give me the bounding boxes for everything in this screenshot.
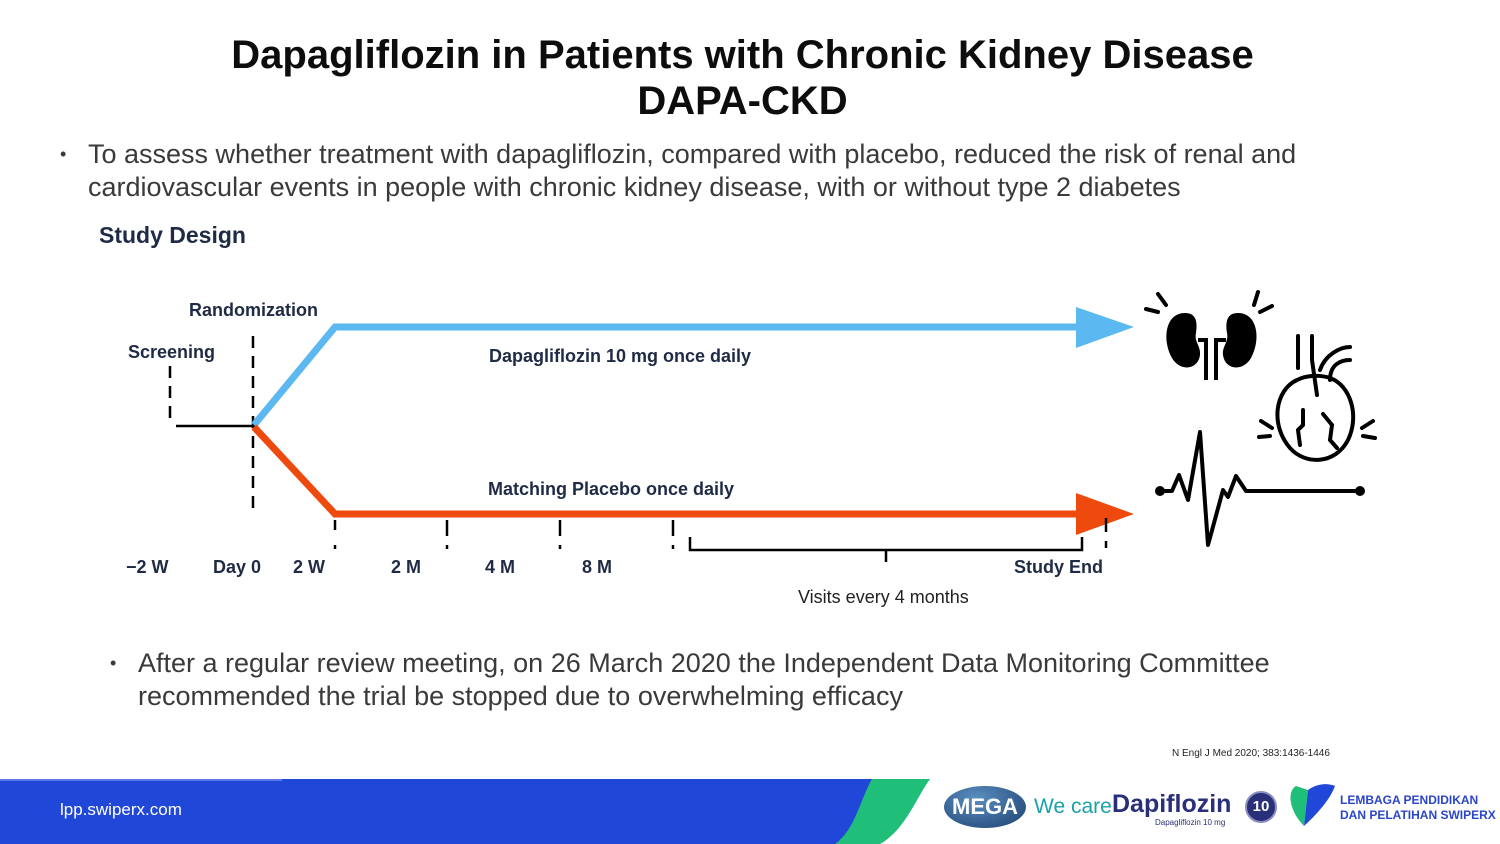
placebo-arrowhead [1076,493,1134,535]
timepoint-2m: 2 M [391,557,421,577]
title-line-2: DAPA-CKD [637,79,848,123]
dapiflozin-logo: Dapiflozin [1112,790,1232,818]
treatment-arm-label: Dapagliflozin 10 mg once daily [489,346,751,366]
we-care-text: We care [1034,795,1112,818]
footer-blue-shape [0,779,872,844]
kidney-icon [1144,290,1274,380]
bullet-icon: • [60,144,67,164]
screening-label: Screening [128,342,215,362]
mega-logo: MEGA [944,786,1026,828]
placebo-arm-line [251,424,1080,518]
footer-url-link[interactable]: lpp.swiperx.com [60,800,182,819]
slide-title: Dapagliflozin in Patients with Chronic K… [0,32,1485,124]
timepoint-2w: 2 W [293,557,325,577]
conclusion-bullet: • After a regular review meeting, on 26 M… [110,647,1438,713]
treatment-arrowhead [1076,307,1134,348]
timepoint-4m: 4 M [485,557,515,577]
study-design-heading: Study Design [99,222,246,248]
timepoint-minus-2w: −2 W [126,557,169,577]
timepoint-8m: 8 M [582,557,612,577]
footer-accent [0,779,282,781]
lpp-line-1: LEMBAGA PENDIDIKAN [1340,793,1479,807]
timepoint-study-end: Study End [1014,557,1103,577]
timepoint-day-0: Day 0 [213,557,261,577]
lpp-logo-heart [1290,786,1308,826]
objective-text: To assess whether treatment with dapagli… [88,139,1297,202]
bullet-icon: • [110,653,117,673]
treatment-arm-line [251,323,1080,428]
lpp-logo-text: LEMBAGA PENDIDIKAN DAN PELATIHAN SWIPERX [1340,793,1496,823]
objective-bullet: • To assess whether treatment with dapagl… [60,138,1468,204]
dapiflozin-subtitle: Dapagliflozin 10 mg [1155,818,1226,827]
visit-ticks [333,518,1108,549]
placebo-arm-label: Matching Placebo once daily [488,479,734,499]
conclusion-text: After a regular review meeting, on 26 Ma… [138,648,1270,711]
lpp-logo-book [1304,784,1335,826]
title-line-1: Dapagliflozin in Patients with Chronic K… [231,33,1254,77]
ecg-icon [1155,430,1365,547]
lpp-line-2: DAN PELATIHAN SWIPERX [1340,808,1496,822]
randomization-label: Randomization [189,300,318,320]
visits-label: Visits every 4 months [798,587,969,607]
heart-icon [1257,334,1377,462]
reference: N Engl J Med 2020; 383:1436-1446 [1172,748,1330,759]
dose-badge: 10 [1245,791,1277,823]
